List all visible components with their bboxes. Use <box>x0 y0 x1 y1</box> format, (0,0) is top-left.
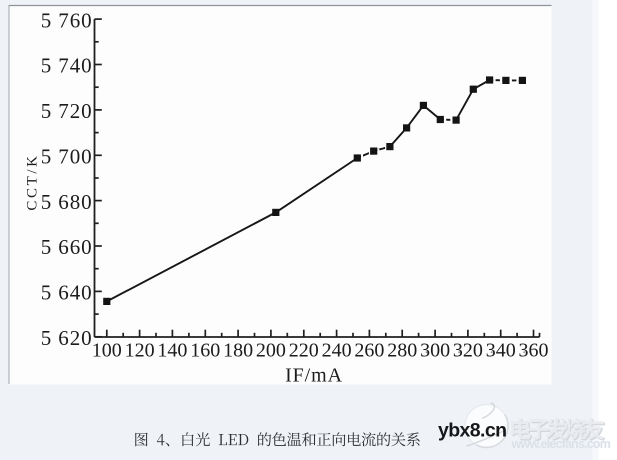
svg-text:120: 120 <box>125 340 155 362</box>
svg-text:CCT/K: CCT/K <box>24 153 40 210</box>
svg-text:5 640: 5 640 <box>41 281 93 305</box>
svg-text:280: 280 <box>387 340 417 362</box>
svg-text:5 760: 5 760 <box>41 8 93 32</box>
svg-text:240: 240 <box>322 340 352 362</box>
svg-text:200: 200 <box>256 340 286 362</box>
svg-text:ybx8.cn: ybx8.cn <box>438 420 506 442</box>
svg-text:IF/mA: IF/mA <box>285 365 343 387</box>
svg-text:320: 320 <box>453 340 483 362</box>
svg-text:5 620: 5 620 <box>41 326 93 350</box>
svg-text:360: 360 <box>519 340 549 362</box>
svg-text:260: 260 <box>354 340 384 362</box>
svg-text:140: 140 <box>157 340 187 362</box>
svg-text:5 700: 5 700 <box>41 145 93 169</box>
svg-text:180: 180 <box>223 340 253 362</box>
svg-text:160: 160 <box>190 340 220 362</box>
svg-text:220: 220 <box>289 340 319 362</box>
svg-text:5 720: 5 720 <box>41 99 93 123</box>
svg-text:5 680: 5 680 <box>41 190 93 214</box>
svg-text:5 740: 5 740 <box>41 54 93 78</box>
svg-text:100: 100 <box>92 340 122 362</box>
svg-text:5 660: 5 660 <box>41 235 93 259</box>
svg-text:340: 340 <box>486 340 516 362</box>
svg-text:300: 300 <box>420 340 450 362</box>
svg-text:www.elecfans.com: www.elecfans.com <box>511 437 611 451</box>
